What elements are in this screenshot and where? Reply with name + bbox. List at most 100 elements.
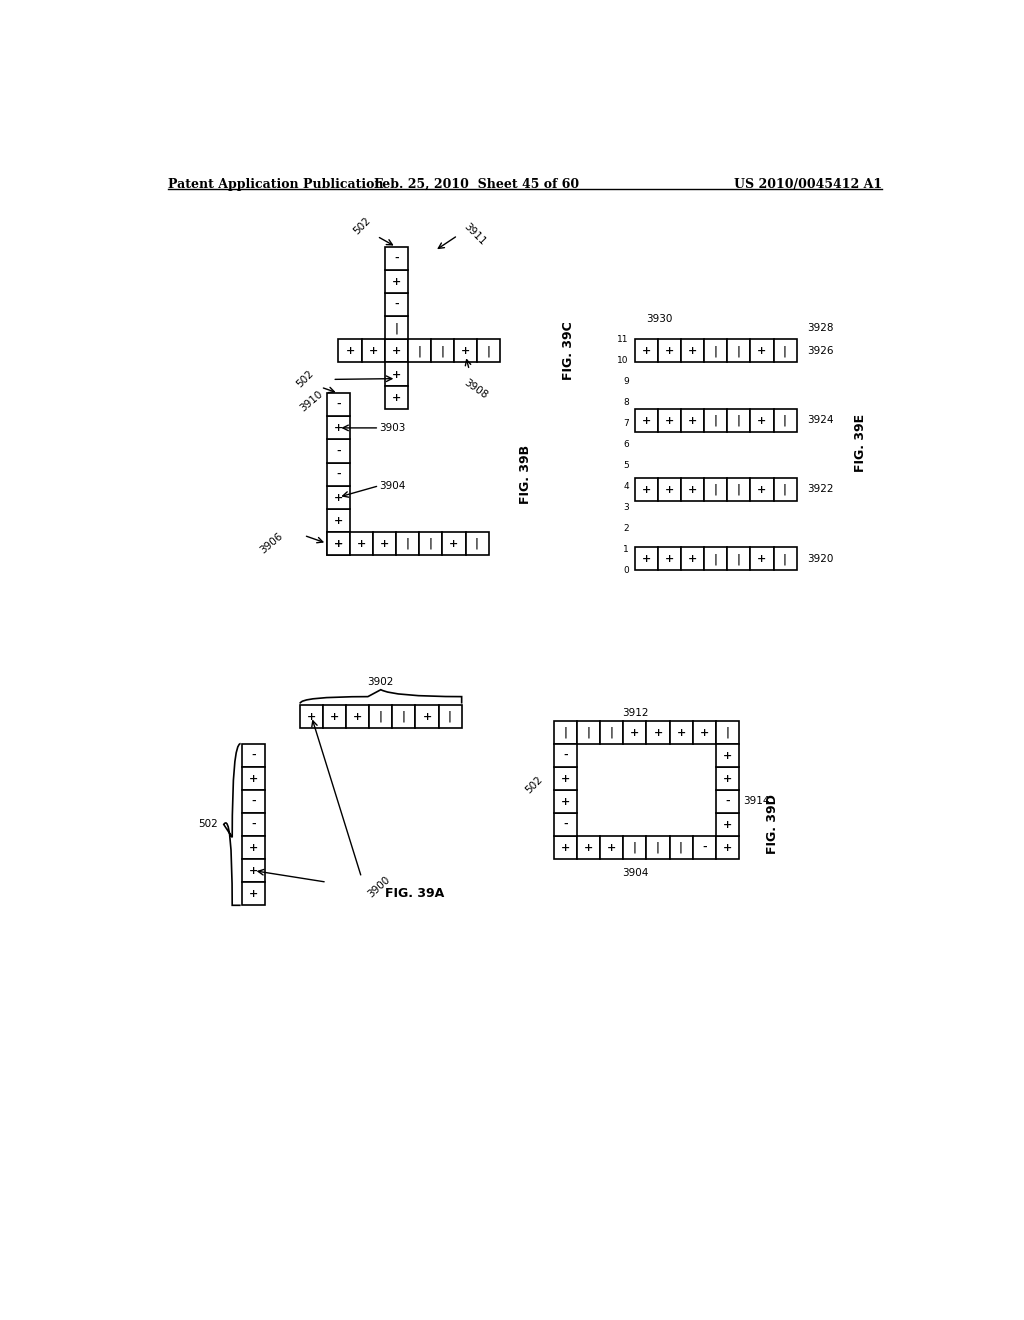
Text: +: + [391,368,400,380]
Text: +: + [450,539,459,549]
Text: 3902: 3902 [368,677,394,686]
Text: |: | [429,537,433,549]
Text: +: + [723,772,732,784]
Bar [646,836,670,859]
Text: |: | [401,711,406,722]
Bar [385,317,408,339]
Bar [716,767,739,789]
Text: 3910: 3910 [298,389,325,414]
Text: -: - [336,446,341,457]
Bar [431,339,454,363]
Text: 2: 2 [624,524,629,533]
Bar [243,836,265,859]
Bar [339,339,361,363]
Bar [323,705,346,729]
Text: 3926: 3926 [807,346,834,356]
Bar [327,393,350,416]
Bar [419,532,442,554]
Text: 11: 11 [617,335,629,343]
Bar [692,721,716,743]
Text: 3908: 3908 [463,378,489,401]
Bar [646,721,670,743]
Bar [243,789,265,813]
Bar [373,532,396,554]
Text: 502: 502 [198,820,217,829]
Bar [477,339,500,363]
Text: |: | [394,322,398,334]
Bar [408,339,431,363]
Bar [705,339,727,363]
Bar [327,462,350,486]
Bar [751,409,773,432]
Text: 3930: 3930 [646,314,673,323]
Text: |: | [783,345,787,356]
Text: +: + [334,422,343,433]
Text: 9: 9 [623,376,629,385]
Text: -: - [394,300,398,310]
Text: -: - [725,796,730,807]
Bar [346,705,370,729]
Text: 5: 5 [623,461,629,470]
Bar [554,836,578,859]
Text: Feb. 25, 2010  Sheet 45 of 60: Feb. 25, 2010 Sheet 45 of 60 [375,178,580,190]
Text: +: + [688,346,697,356]
Text: |: | [737,345,740,356]
Bar [624,836,646,859]
Bar [681,548,705,570]
Text: +: + [688,414,697,425]
Bar [554,789,578,813]
Text: FIG. 39C: FIG. 39C [562,322,574,380]
Text: 3922: 3922 [807,484,834,495]
Bar [385,293,408,317]
Text: FIG. 39E: FIG. 39E [854,414,866,473]
Text: 3900: 3900 [366,874,391,899]
Text: +: + [758,553,767,565]
Text: |: | [563,726,567,738]
Text: +: + [723,750,732,760]
Text: 502: 502 [351,215,372,236]
Bar [705,409,727,432]
Text: +: + [642,553,651,565]
Text: 3903: 3903 [379,422,406,433]
Text: +: + [249,772,258,784]
Text: 1: 1 [623,545,629,554]
Text: 3924: 3924 [807,416,834,425]
Text: +: + [642,346,651,356]
Text: FIG. 39B: FIG. 39B [519,445,532,504]
Bar [635,478,658,502]
Text: 7: 7 [623,418,629,428]
Text: |: | [737,483,740,495]
Bar [727,339,751,363]
Bar [727,478,751,502]
Text: +: + [665,414,674,425]
Text: +: + [665,553,674,565]
Text: +: + [699,726,709,738]
Text: +: + [391,392,400,403]
Bar [466,532,488,554]
Text: +: + [334,515,343,525]
Text: +: + [307,711,316,722]
Text: +: + [665,346,674,356]
Bar [385,363,408,385]
Bar [751,478,773,502]
Bar [692,836,716,859]
Text: -: - [252,818,256,830]
Text: |: | [714,483,718,495]
Bar [658,339,681,363]
Bar [370,705,392,729]
Bar [658,478,681,502]
Text: |: | [633,842,637,853]
Bar [243,743,265,767]
Bar [773,339,797,363]
Text: +: + [353,711,362,722]
Bar [624,721,646,743]
Bar [716,836,739,859]
Text: -: - [563,818,568,830]
Bar [385,385,408,409]
Text: |: | [725,726,729,738]
Text: +: + [677,726,686,738]
Text: 4: 4 [624,482,629,491]
Text: +: + [334,492,343,503]
Text: -: - [563,750,568,760]
Text: 6: 6 [623,440,629,449]
